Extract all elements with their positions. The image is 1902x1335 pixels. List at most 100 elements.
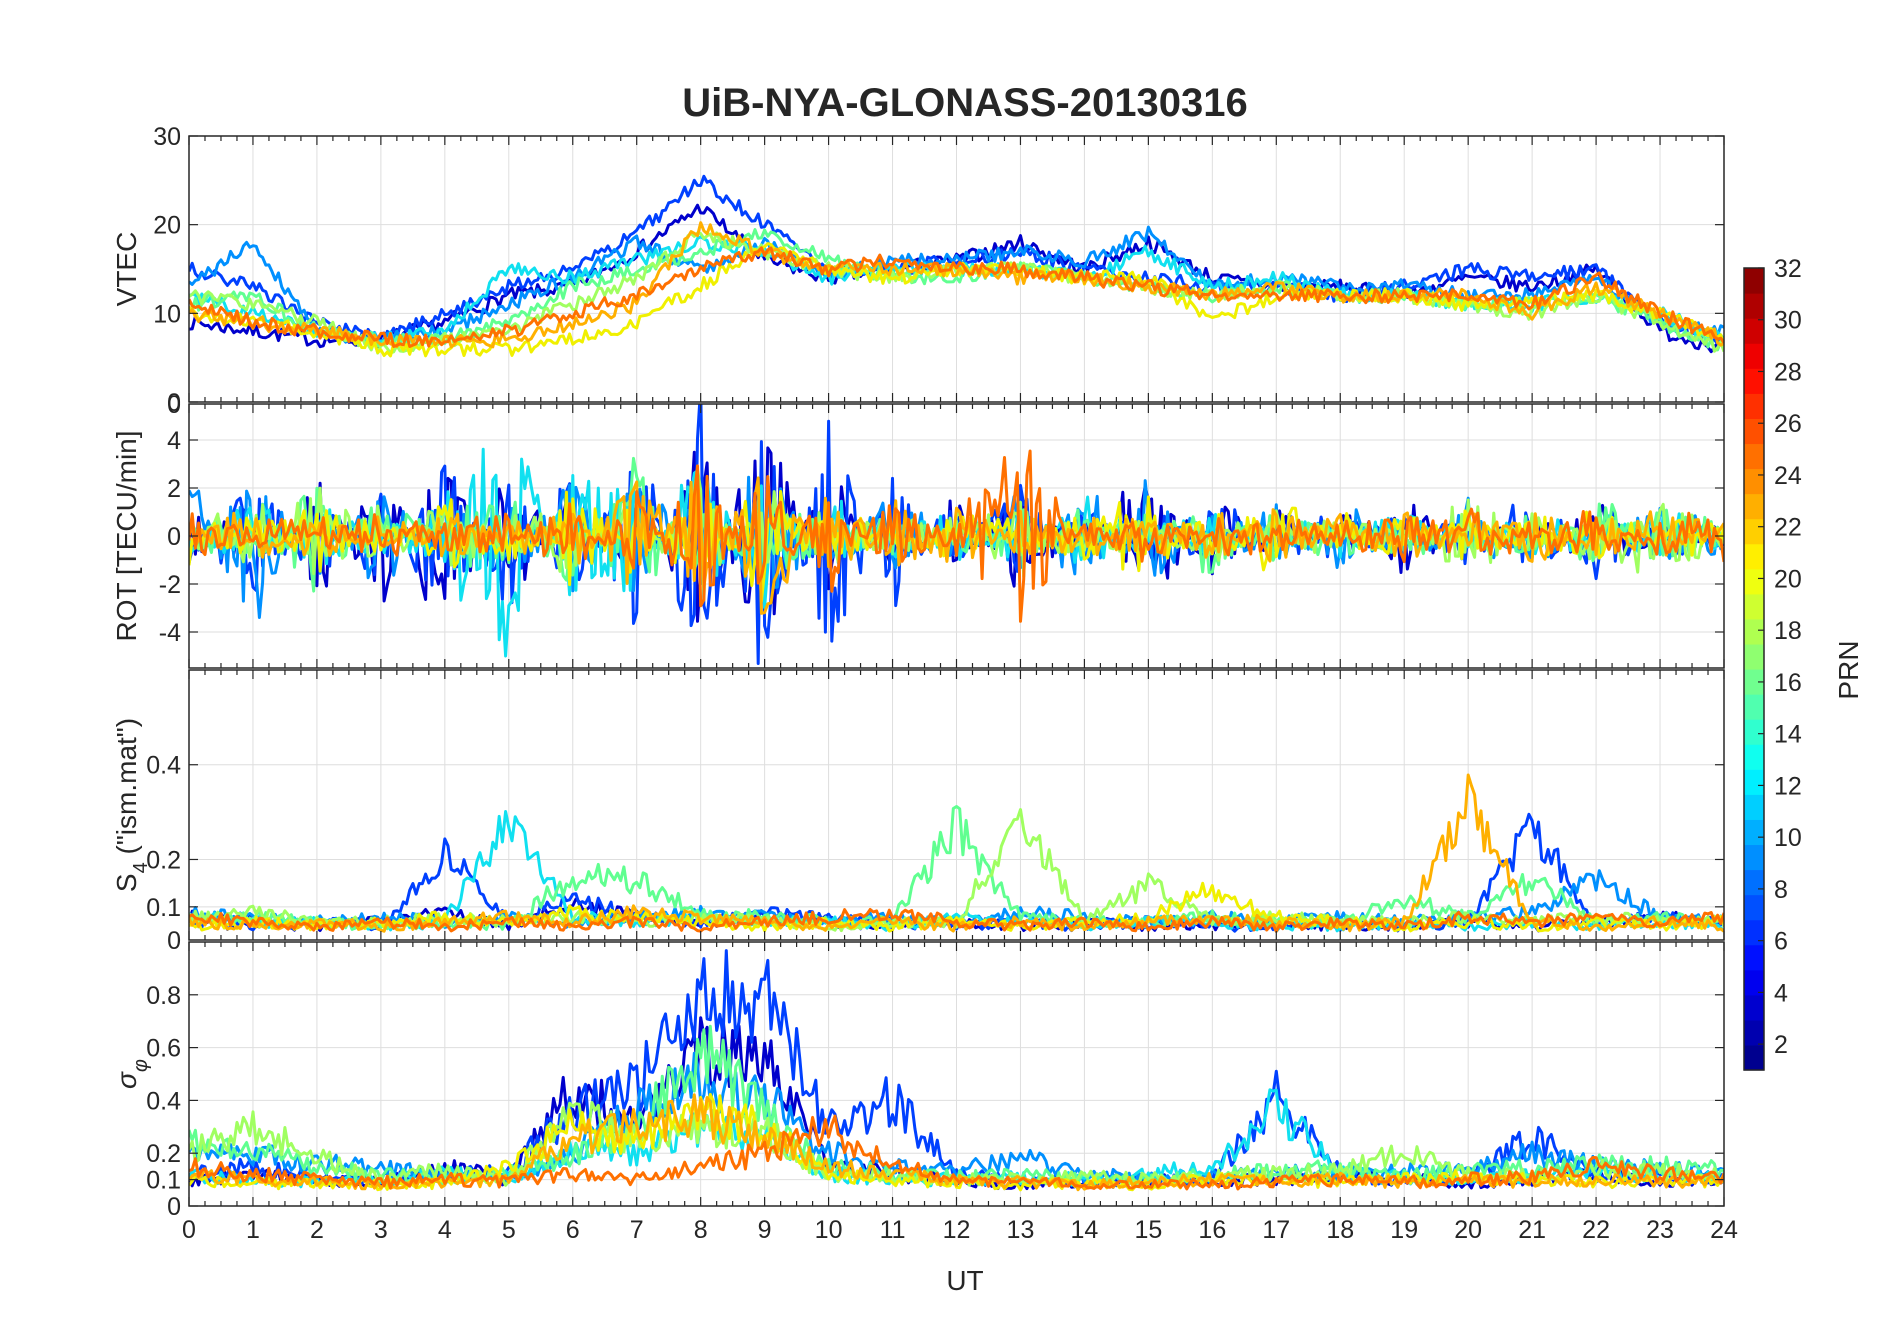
colorbar-tick-label: 16 xyxy=(1774,669,1802,697)
colorbar-segment xyxy=(1744,368,1764,394)
x-tick-label: 3 xyxy=(374,1216,388,1244)
x-ticks xyxy=(188,404,1725,668)
y-tick-label: 0.2 xyxy=(146,1140,181,1168)
x-tick-label: 24 xyxy=(1710,1216,1738,1244)
series-line-prn-3 xyxy=(189,203,1724,354)
figure-title: UiB-NYA-GLONASS-20130316 xyxy=(682,81,1247,125)
y-tick-label: 0 xyxy=(167,1193,181,1221)
colorbar-segment xyxy=(1744,994,1764,1021)
y-axis-label: VTEC xyxy=(111,232,142,307)
x-tick-label: 13 xyxy=(1007,1216,1035,1244)
y-tick-label: 0 xyxy=(167,927,181,955)
colorbar-tick-label: 2 xyxy=(1774,1031,1788,1059)
colorbar-segment xyxy=(1744,618,1764,645)
series-line-prn-24 xyxy=(189,1114,1724,1191)
y-tick-label: -2 xyxy=(159,571,181,599)
x-tick-label: 11 xyxy=(880,1216,906,1244)
colorbar-segment xyxy=(1744,443,1764,470)
y-axis-label: σφ xyxy=(111,1059,152,1089)
x-tick-label: 22 xyxy=(1582,1216,1610,1244)
x-tick-label: 21 xyxy=(1518,1216,1546,1244)
x-tick-label: 18 xyxy=(1326,1216,1354,1244)
y-tick-label: -4 xyxy=(159,619,181,647)
y-tick-label: 2 xyxy=(167,475,181,503)
y-tick-labels: 0.1 0.2 0.4 0 xyxy=(146,752,1724,955)
vtec-panel: 0 10 20 30 VTEC xyxy=(111,123,1725,417)
x-axis-label: UT xyxy=(946,1265,983,1296)
series-line-prn-24 xyxy=(189,908,1724,933)
y-tick-label: 30 xyxy=(153,123,181,151)
colorbar-segment xyxy=(1744,694,1764,720)
x-tick-labels: 0 1 2 3 4 5 6 7 8 9 10 11 12 13 14 15 16 17 18 19 20 21 22 23 24 xyxy=(182,1216,1738,1244)
y-tick-labels: 0 10 20 30 xyxy=(153,123,1724,417)
y-tick-label: 0.1 xyxy=(146,1167,181,1195)
colorbar-segment xyxy=(1744,869,1764,896)
colorbar-segment xyxy=(1744,568,1764,595)
colorbar-tick-label: 22 xyxy=(1774,514,1802,542)
y-tick-label: 0 xyxy=(167,391,181,419)
colorbar-segment xyxy=(1744,643,1764,670)
x-ticks xyxy=(188,942,1725,1206)
colorbar-tick-label: 30 xyxy=(1774,307,1802,335)
colorbar-segment xyxy=(1744,293,1764,319)
colorbar-scale xyxy=(1744,268,1764,1071)
colorbar-segment xyxy=(1744,318,1764,344)
colorbar-tick-label: 20 xyxy=(1774,565,1802,593)
colorbar-segment xyxy=(1744,518,1764,545)
y-tick-label: 0.4 xyxy=(146,1087,181,1115)
colorbar-tick-label: 14 xyxy=(1774,721,1802,749)
colorbar-segment xyxy=(1744,919,1764,946)
series-group xyxy=(189,773,1724,933)
x-tick-label: 4 xyxy=(438,1216,452,1244)
series-group xyxy=(189,404,1724,665)
x-tick-label: 15 xyxy=(1134,1216,1162,1244)
series-line-prn-22 xyxy=(189,476,1724,615)
colorbar-segment xyxy=(1744,1019,1764,1046)
colorbar-frame xyxy=(1743,267,1765,1071)
colorbar-segment xyxy=(1744,944,1764,971)
colorbar-segment xyxy=(1744,719,1764,745)
x-tick-label: 12 xyxy=(943,1216,971,1244)
colorbar-segment xyxy=(1744,794,1764,820)
x-tick-label: 1 xyxy=(246,1216,260,1244)
y-tick-label: 0.1 xyxy=(146,894,181,922)
colorbar-tick-label: 28 xyxy=(1774,358,1802,386)
x-tick-label: 7 xyxy=(630,1216,644,1244)
colorbar-segment xyxy=(1744,669,1764,695)
x-tick-label: 23 xyxy=(1646,1216,1674,1244)
y-axis-label-main: σ xyxy=(111,1071,142,1089)
x-tick-label: 6 xyxy=(566,1216,580,1244)
series-group xyxy=(189,174,1724,358)
colorbar-segment xyxy=(1744,844,1764,871)
colorbar-tick-label: 4 xyxy=(1774,979,1788,1007)
x-tick-label: 19 xyxy=(1390,1216,1418,1244)
series-line-prn-6 xyxy=(189,174,1724,347)
x-tick-label: 9 xyxy=(758,1216,772,1244)
colorbar-segment xyxy=(1744,343,1764,369)
x-ticks xyxy=(188,136,1725,402)
colorbar-tick-label: 26 xyxy=(1774,410,1802,438)
y-tick-labels: 00.10.2 0.4 0.6 0.8 xyxy=(146,982,1724,1221)
x-tick-label: 17 xyxy=(1262,1216,1290,1244)
colorbar-segment xyxy=(1744,1044,1764,1071)
colorbar-segment xyxy=(1744,393,1764,419)
colorbar-tick-label: 24 xyxy=(1774,462,1802,490)
y-axis-label-main: S xyxy=(111,873,142,892)
colorbar-segment xyxy=(1744,268,1764,294)
colorbar-segment xyxy=(1744,493,1764,520)
y-tick-label: 4 xyxy=(167,427,181,455)
colorbar-segment xyxy=(1744,819,1764,846)
x-tick-label: 20 xyxy=(1454,1216,1482,1244)
colorbar-label: PRN xyxy=(1833,640,1864,699)
y-tick-label: 0 xyxy=(167,389,181,417)
colorbar-segment xyxy=(1744,418,1764,445)
y-tick-labels: -4 -2 0 2 4 0 xyxy=(159,391,1724,647)
x-tick-label: 10 xyxy=(815,1216,843,1244)
colorbar-tick-label: 10 xyxy=(1774,824,1802,852)
x-tick-label: 5 xyxy=(502,1216,516,1244)
